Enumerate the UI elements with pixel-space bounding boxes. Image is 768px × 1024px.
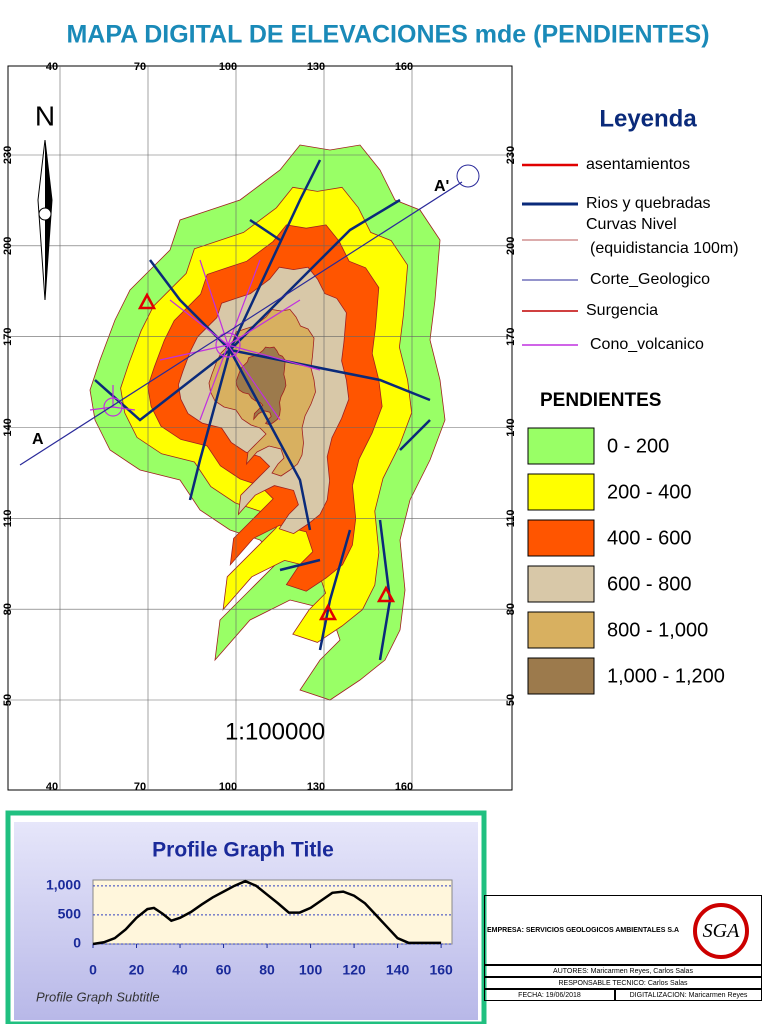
company-cell: EMPRESA: SERVICIOS GEOLOGICOS AMBIENTALE… (484, 895, 762, 965)
legend-label: Curvas Nivel (586, 216, 677, 233)
section-line (19, 181, 463, 466)
x-tick-label: 40 (46, 781, 58, 793)
section-label: A' (434, 178, 449, 195)
legend-note: (equidistancia 100m) (590, 240, 739, 257)
profile-line (92, 879, 442, 946)
digitization-cell: DIGITALIZACION: Maricarmen Reyes (615, 989, 762, 1001)
slope-zone (235, 346, 287, 426)
slope-label: 0 - 200 (607, 435, 669, 457)
slope-swatch (527, 565, 595, 603)
legend-title: Leyenda (599, 105, 697, 132)
y-tick-label: 170 (2, 327, 14, 345)
y-tick-label: 50 (505, 694, 517, 706)
x-tick-label: 130 (307, 781, 325, 793)
y-tick-label: 140 (505, 418, 517, 436)
island (89, 144, 446, 701)
y-tick-label: 50 (2, 694, 14, 706)
x-tick-label: 140 (386, 962, 410, 978)
x-tick-label: 100 (219, 781, 237, 793)
plot-area (92, 879, 453, 945)
x-tick-label: 160 (395, 781, 413, 793)
volcanic-cones (89, 259, 321, 421)
slope-label: 1,000 - 1,200 (607, 665, 725, 687)
y-tick-label: 230 (2, 146, 14, 164)
logo: SGA (693, 903, 749, 959)
x-tick-label: 70 (134, 61, 146, 73)
x-tick-label: 40 (172, 962, 188, 978)
legend: asentamientos Rios y quebradas Curvas Nive… (522, 156, 739, 353)
digitization: DIGITALIZACION: Maricarmen Reyes (629, 991, 748, 999)
authors: AUTORES: Maricarmen Reyes, Carlos Salas (553, 967, 693, 975)
profile-subtitle: Profile Graph Subtitle (36, 989, 160, 1004)
y-tick-label: 500 (58, 906, 82, 922)
x-tick-label: 130 (307, 61, 325, 73)
y-tick-label: 110 (505, 509, 517, 527)
technical: RESPONSABLE TECNICO: Carlos Salas (558, 979, 688, 987)
slope-swatch (527, 427, 595, 465)
map-scale: 1:100000 (225, 718, 325, 745)
y-tick-label: 200 (505, 237, 517, 255)
legend-label: Rios y quebradas (586, 195, 711, 212)
slope-label: 600 - 800 (607, 573, 692, 595)
map-grid: 40 40 70 70 100 100 130 130 160 160 230 230 200 200 17… (2, 61, 517, 793)
x-tick-label: 100 (299, 962, 323, 978)
x-tick-label: 80 (259, 962, 275, 978)
slope-label: 200 - 400 (607, 481, 692, 503)
slope-swatch (527, 473, 595, 511)
x-tick-label: 120 (342, 962, 366, 978)
x-tick-label: 160 (395, 61, 413, 73)
slope-swatch (527, 657, 595, 695)
legend-label: Corte_Geologico (590, 271, 710, 288)
slopes-legend: 0 - 200 200 - 400 400 - 600 600 - 800 800 - … (527, 427, 725, 695)
y-tick-label: 200 (2, 237, 14, 255)
x-tick-label: 0 (89, 962, 97, 978)
legend-label: asentamientos (586, 156, 690, 173)
slopes-title: PENDIENTES (540, 390, 661, 411)
legend-label: Cono_volcanico (590, 336, 704, 353)
rivers (94, 159, 431, 661)
y-tick-label: 80 (2, 603, 14, 615)
company: EMPRESA: SERVICIOS GEOLOGICOS AMBIENTALE… (487, 926, 680, 934)
title: MAPA DIGITAL DE ELEVACIONES mde (PENDIEN… (66, 21, 709, 49)
y-tick-label: 0 (73, 935, 81, 951)
y-tick-label: 140 (2, 418, 14, 436)
profile-chart: 0 500 1,000 0 20 40 60 80 100 120 140 160 (46, 877, 453, 978)
slope-label: 800 - 1,000 (607, 619, 708, 641)
date: FECHA: 19/06/2018 (518, 991, 581, 999)
slope-swatch (527, 611, 595, 649)
technical-cell: RESPONSABLE TECNICO: Carlos Salas (484, 977, 762, 989)
slope-label: 400 - 600 (607, 527, 692, 549)
y-tick-label: 230 (505, 146, 517, 164)
y-tick-label: 1,000 (46, 877, 81, 893)
x-tick-label: 20 (129, 962, 145, 978)
x-tick-label: 40 (46, 61, 58, 73)
x-tick-label: 70 (134, 781, 146, 793)
profile-title: Profile Graph Title (152, 839, 334, 862)
legend-label: Surgencia (586, 302, 658, 319)
north-label: N (35, 100, 55, 131)
date-cell: FECHA: 19/06/2018 (484, 989, 615, 1001)
north-arrow (37, 139, 53, 301)
springs (137, 292, 396, 621)
slope-swatch (527, 519, 595, 557)
x-tick-label: 100 (219, 61, 237, 73)
x-tick-label: 160 (429, 962, 453, 978)
y-tick-label: 80 (505, 603, 517, 615)
authors-cell: AUTORES: Maricarmen Reyes, Carlos Salas (484, 965, 762, 977)
section-marker (456, 164, 480, 188)
x-tick-label: 60 (216, 962, 232, 978)
y-tick-label: 170 (505, 327, 517, 345)
y-tick-label: 110 (2, 509, 14, 527)
section-label: A (32, 431, 44, 448)
